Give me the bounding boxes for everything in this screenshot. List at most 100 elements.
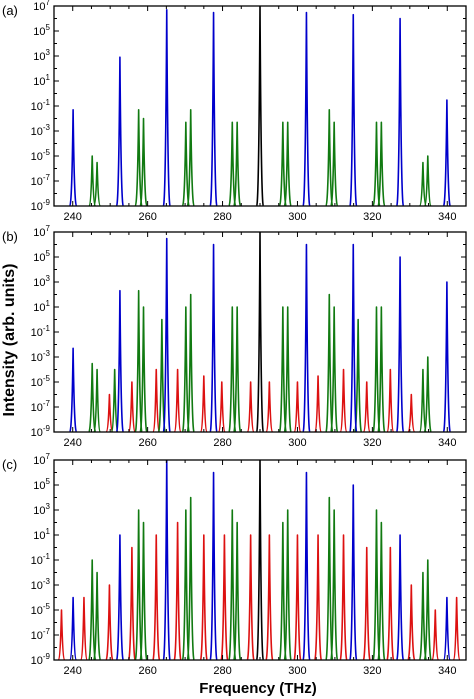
green-peak [423,356,432,432]
green-peak [377,121,386,206]
red-peak [246,381,255,432]
y-tick-label: 10-3 [31,123,51,138]
y-tick-label: 10-9 [31,198,51,213]
black-peak [255,6,265,206]
panels-group: 240 260 280 300 320 340 10-9 10-7 10-5 10-3 10-1 10… [2,0,467,677]
y-tick-label: 105 [33,23,50,38]
x-tick-label: 300 [288,211,306,223]
green-peak [228,509,237,660]
blue-peak [209,243,218,432]
y-tick-label: 10-9 [31,424,51,439]
black-peak [255,232,265,432]
y-tick-label: 10-5 [31,374,51,389]
y-tick-label: 10-1 [31,552,51,567]
blue-peak [395,534,405,660]
red-peak [105,584,114,660]
green-peak [92,161,102,206]
red-peak [152,534,161,660]
y-tick-label: 103 [33,48,50,63]
red-peak [217,381,226,432]
y-tick-label: 103 [33,502,50,517]
x-tick-label: 240 [64,665,82,677]
green-peak [139,117,148,206]
green-peak [325,496,334,660]
red-peak [313,375,323,432]
x-tick-label: 260 [138,437,156,449]
green-peak [181,306,191,432]
x-tick-label: 240 [64,437,82,449]
red-peak [79,596,89,660]
green-peak [88,155,97,206]
red-peak [105,393,114,432]
red-peak [199,375,208,432]
green-peak [325,108,334,206]
panel-b: 240 260 280 300 320 340 10-9 10-7 10-5 10-3 10-1 10… [2,224,467,449]
x-tick-label: 240 [64,211,82,223]
x-tick-label: 340 [438,211,456,223]
green-peak [278,521,288,660]
green-peak [139,306,148,432]
blue-peak [68,347,78,432]
green-peak [377,521,386,660]
blue-peak [209,11,218,206]
red-peak [407,393,416,432]
green-peak [88,362,97,432]
green-peak [329,509,339,660]
green-peak [139,521,148,660]
y-tick-label: 101 [33,527,50,542]
blue-peak [349,13,358,206]
x-tick-label: 260 [138,211,156,223]
x-axis-label: Frequency (THz) [199,680,317,697]
green-peak [329,121,339,206]
red-peak [199,534,208,660]
red-peak [152,368,161,432]
green-peak [283,121,292,206]
black-peak [255,460,265,660]
y-tick-label: 101 [33,73,50,88]
green-peak [228,121,237,206]
green-peak [372,509,381,660]
red-peak [220,534,229,660]
red-peak [313,534,323,660]
blue-peak [442,596,452,660]
y-tick-label: 107 [33,452,50,467]
y-tick-label: 10-1 [31,324,51,339]
green-peak [228,306,237,432]
green-peak [329,306,339,432]
green-peak [418,571,428,660]
red-peak [386,368,395,432]
red-peak [362,381,371,432]
y-tick-label: 10-7 [31,173,51,188]
green-peak [372,306,381,432]
blue-peak [302,471,311,660]
green-peak [110,368,119,432]
blue-peak [209,471,218,660]
green-peak [134,108,143,206]
blue-peak [302,243,311,432]
y-tick-label: 10-9 [31,652,51,667]
green-peak [377,306,386,432]
red-peak [57,609,66,660]
blue-peak [302,11,311,206]
green-peak [418,161,428,206]
blue-peak [349,484,358,660]
x-tick-label: 320 [363,211,381,223]
green-peak [232,306,242,432]
red-peak [431,609,440,660]
green-peak [134,289,143,432]
y-tick-label: 10-1 [31,98,51,113]
red-peak [265,381,274,432]
green-peak [92,571,102,660]
blue-peak [395,256,405,432]
green-peak [181,121,191,206]
green-peak [92,368,102,432]
panel-label: (b) [2,229,18,244]
blue-peak [162,8,171,206]
y-tick-label: 105 [33,477,50,492]
panel-label: (c) [2,457,17,472]
x-tick-label: 320 [363,437,381,449]
blue-peak [68,108,78,206]
y-tick-label: 10-3 [31,577,51,592]
panel-label: (a) [2,3,18,18]
